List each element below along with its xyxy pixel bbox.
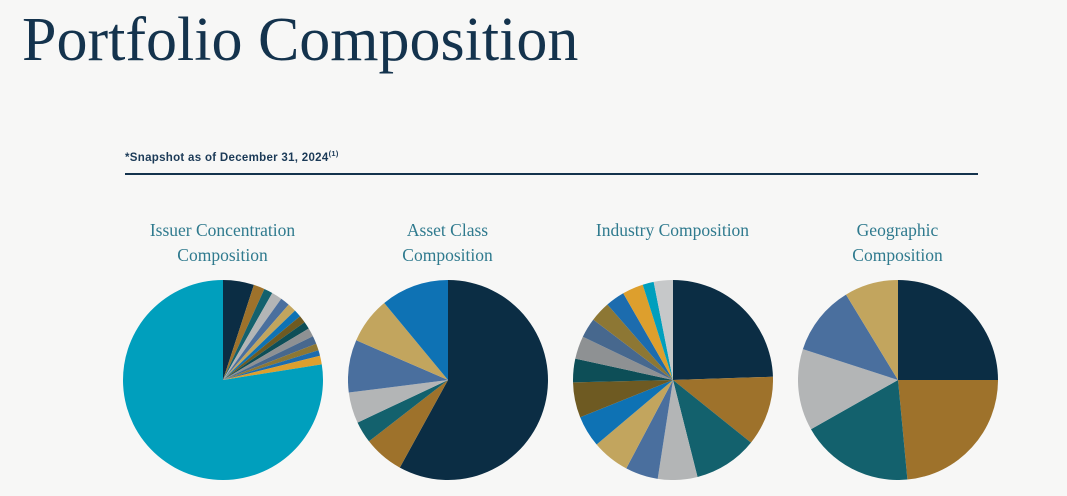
pie-slice-khaki: [355, 302, 448, 380]
issuer-concentration-pie: [122, 280, 323, 480]
chart-title-line: Composition: [402, 245, 493, 266]
pie-slice-blue: [222, 350, 320, 380]
pie-slice-amber: [622, 284, 673, 380]
pie-slice-teal: [810, 380, 907, 480]
chart-title-line: Composition: [177, 245, 268, 266]
chart-title-geographic: Geographic Composition: [852, 218, 942, 280]
pie-slice-dark-teal: [572, 358, 673, 383]
chart-title-line: Issuer Concentration: [149, 220, 296, 240]
pie-slice-light-gray: [657, 380, 698, 480]
pie-slice-brown: [672, 376, 773, 443]
pie-slice-blue: [606, 293, 673, 380]
pie-slice-light-gray: [348, 380, 448, 423]
pie-slice-silver: [653, 280, 673, 380]
pie-slice-teal: [222, 288, 272, 380]
pie-slice-cyan: [122, 280, 323, 480]
pie-slice-steel-blue: [802, 294, 898, 380]
pie-slice-light-gray: [797, 349, 898, 430]
pie-slice-bright-blue: [579, 380, 673, 445]
pie-slice-brown: [222, 284, 264, 380]
chart-industry: Industry Composition: [560, 218, 785, 480]
chart-title-line: Geographic: [856, 220, 939, 240]
chart-geographic: Geographic Composition: [785, 218, 1010, 480]
chart-title-line: Asset Class: [406, 220, 489, 240]
charts-row: Issuer Concentration Composition Asset Cl…: [110, 218, 1010, 480]
pie-slice-steel-blue: [222, 298, 289, 380]
pie-slice-gray: [574, 336, 673, 380]
pie-slice-steel-blue: [347, 340, 448, 393]
chart-title-asset-class: Asset Class Composition: [402, 218, 492, 280]
chart-title-line: Composition: [852, 245, 943, 266]
industry-pie: [572, 280, 773, 480]
pie-slice-navy: [399, 280, 548, 480]
pie-slice-navy: [897, 280, 998, 380]
chart-title-issuer-concentration: Issuer Concentration Composition: [150, 218, 295, 280]
pie-slice-brown: [897, 380, 998, 480]
pie-slice-khaki: [845, 280, 898, 380]
pie-slice-olive: [592, 304, 673, 380]
pie-slice-gray: [222, 328, 313, 380]
pie-slice-bright-blue: [383, 280, 448, 380]
chart-title-industry: Industry Composition: [596, 218, 749, 280]
pie-slice-khaki: [596, 380, 673, 469]
page-title: Portfolio Composition: [22, 6, 579, 74]
pie-slice-steel-blue: [625, 380, 673, 479]
pie-slice-slate-blue: [222, 336, 316, 380]
pie-slice-bright-blue: [222, 310, 300, 380]
pie-slice-brown: [368, 380, 448, 468]
pie-slice-slate-blue: [582, 319, 673, 380]
chart-asset-class: Asset Class Composition: [335, 218, 560, 480]
asset-class-pie: [347, 280, 548, 480]
pie-slice-amber: [222, 355, 322, 380]
portfolio-composition-page: Portfolio Composition *Snapshot as of De…: [0, 6, 1067, 480]
pie-slice-dark-olive: [222, 316, 305, 380]
pie-slice-cyan: [642, 281, 673, 380]
pie-slice-teal: [672, 380, 751, 477]
pie-slice-navy: [222, 280, 254, 380]
geographic-pie: [797, 280, 998, 480]
footnote-reference: (1): [328, 149, 339, 159]
pie-slice-light-gray: [222, 292, 281, 380]
snapshot-note: *Snapshot as of December 31, 2024(1): [125, 149, 978, 175]
pie-slice-khaki: [222, 304, 295, 380]
chart-issuer-concentration: Issuer Concentration Composition: [110, 218, 335, 480]
pie-slice-dark-teal: [222, 322, 309, 380]
snapshot-note-text: *Snapshot as of December 31, 2024: [125, 152, 329, 164]
pie-slice-dark-olive: [572, 380, 673, 418]
pie-slice-navy: [672, 280, 773, 380]
pie-slice-olive: [222, 343, 318, 380]
chart-title-line: Industry Composition: [595, 220, 750, 240]
pie-slice-teal: [357, 380, 448, 442]
